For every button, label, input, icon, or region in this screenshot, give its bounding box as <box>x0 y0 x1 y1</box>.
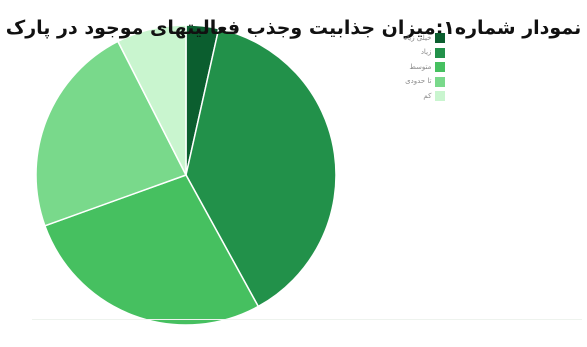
pie-slice <box>35 40 188 227</box>
legend-item: کم <box>404 89 446 104</box>
pie-slice <box>185 27 337 308</box>
legend-label: خیلی زیاد <box>404 33 432 42</box>
pie-slice <box>43 174 260 326</box>
legend-swatch <box>435 76 446 87</box>
legend-item: زیاد <box>404 46 446 61</box>
legend-item: متوسط <box>404 60 446 75</box>
legend-swatch <box>435 47 446 58</box>
legend-label: تا حدودی <box>405 77 432 86</box>
pie-slice <box>116 24 187 176</box>
legend-item: خیلی زیاد <box>404 31 446 46</box>
legend-label: کم <box>423 91 432 100</box>
chart-title: نمودار شماره۱:میزان جذابیت وجذب فعالیتها… <box>5 17 582 39</box>
legend-swatch <box>435 91 446 102</box>
legend-item: تا حدودی <box>404 75 446 90</box>
legend-swatch <box>435 33 446 44</box>
legend-label: زیاد <box>420 48 432 57</box>
legend-swatch <box>435 62 446 73</box>
chart-legend: خیلی زیاد زیاد متوسط تا حدودی کم <box>404 31 446 104</box>
plot-baseline <box>32 319 582 320</box>
legend-label: متوسط <box>409 62 432 71</box>
